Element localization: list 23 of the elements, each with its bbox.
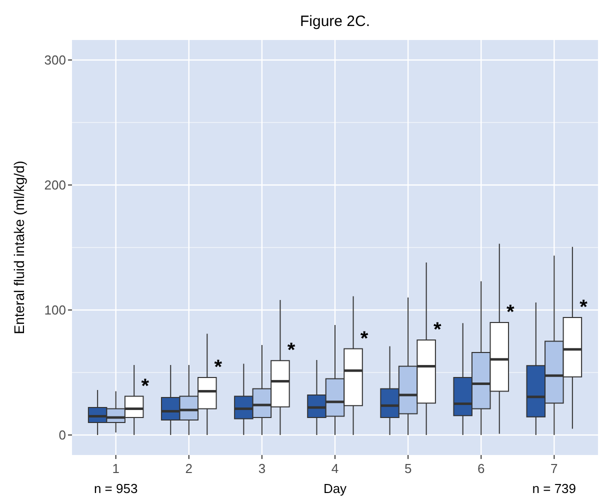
annotation: *	[360, 328, 368, 350]
annotation: *	[580, 296, 588, 318]
text: n = 953	[94, 481, 138, 496]
x-axis-title: Day	[323, 481, 348, 496]
y-axis-title: Enteral fluid intake (ml/kg/d)	[11, 160, 27, 334]
chart-title: Figure 2C.	[300, 13, 370, 30]
text: n = 739	[532, 481, 576, 496]
y-tick-label: 0	[58, 428, 66, 443]
x-tick-label: 6	[477, 461, 485, 476]
annotation: *	[433, 319, 442, 341]
x-tick-label: 5	[404, 461, 412, 476]
y-tick-label: 200	[44, 178, 66, 193]
annotation: *	[214, 356, 222, 378]
x-tick-label: 4	[331, 461, 339, 476]
annotation: *	[287, 340, 296, 362]
x-tick-label: 3	[258, 461, 266, 476]
x-tick-label: 1	[112, 461, 120, 476]
x-tick-label: 7	[550, 461, 558, 476]
y-tick-label: 300	[44, 52, 66, 68]
annotation: *	[506, 302, 515, 324]
y-tick-label: 100	[44, 302, 66, 318]
x-tick-label: 2	[185, 461, 193, 476]
annotation: *	[141, 375, 150, 398]
